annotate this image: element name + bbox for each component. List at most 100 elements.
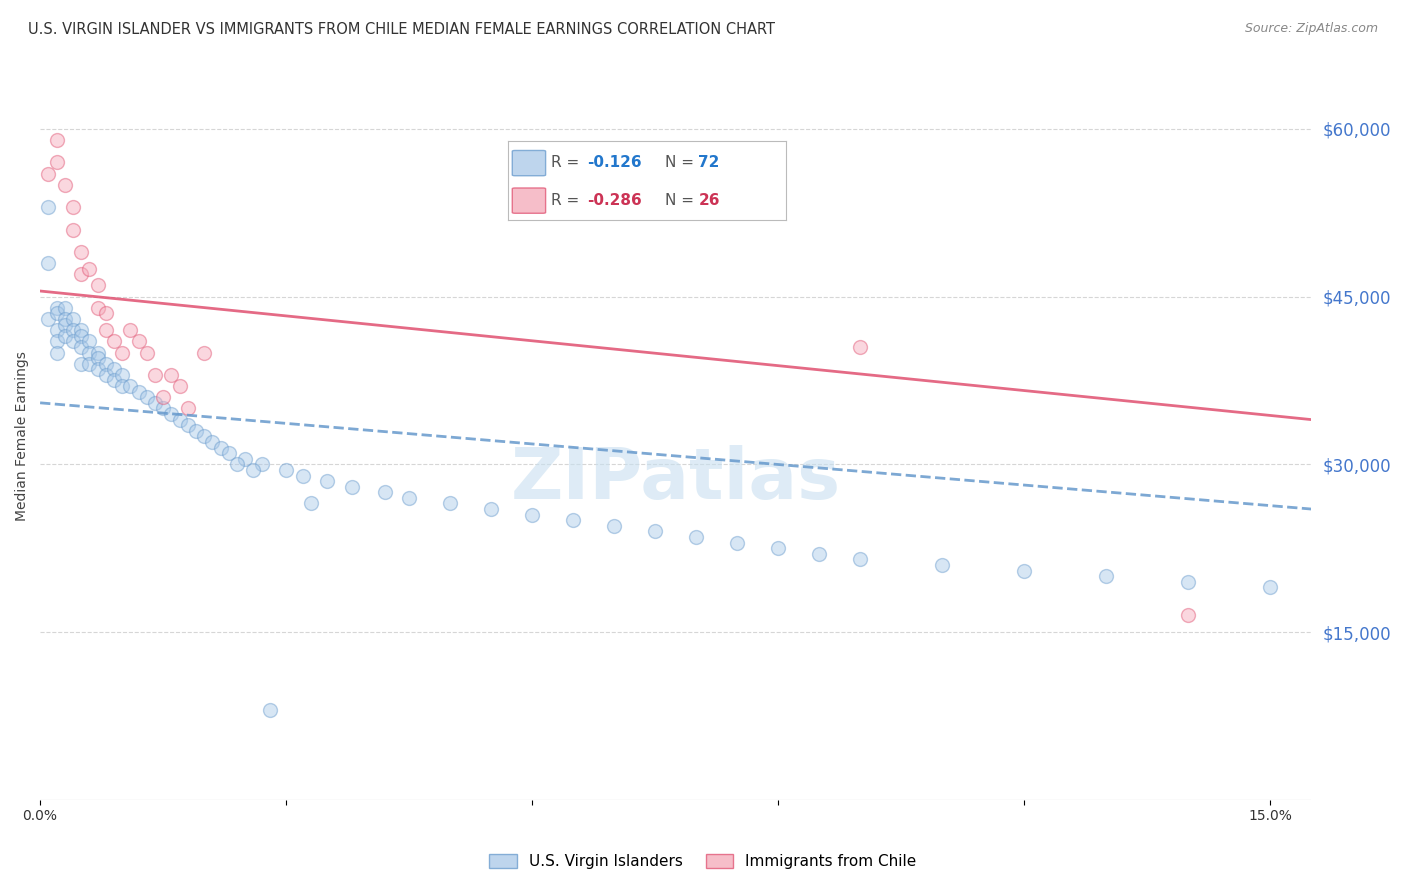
Point xyxy=(86,362,108,376)
Point xyxy=(103,362,125,376)
Point xyxy=(398,491,420,505)
Point xyxy=(120,379,142,393)
Point xyxy=(53,328,76,343)
Point xyxy=(250,458,273,472)
Point xyxy=(62,323,84,337)
Point xyxy=(685,530,707,544)
Point xyxy=(849,552,872,566)
Point xyxy=(79,261,101,276)
Point xyxy=(184,424,207,438)
Point xyxy=(1095,569,1118,583)
Point xyxy=(53,178,76,192)
Point xyxy=(242,463,264,477)
Point xyxy=(316,474,339,488)
Text: R =: R = xyxy=(551,155,579,170)
Point xyxy=(143,396,166,410)
Point xyxy=(62,334,84,349)
Point xyxy=(53,318,76,332)
Point xyxy=(177,401,200,416)
Point xyxy=(160,368,183,382)
Point xyxy=(53,312,76,326)
Point xyxy=(111,368,134,382)
Point xyxy=(37,312,59,326)
Point xyxy=(725,535,748,549)
Point xyxy=(70,328,93,343)
Point xyxy=(79,334,101,349)
Point xyxy=(479,502,502,516)
Point xyxy=(111,345,134,359)
Text: Source: ZipAtlas.com: Source: ZipAtlas.com xyxy=(1244,22,1378,36)
Point xyxy=(169,412,191,426)
Point xyxy=(152,401,174,416)
Point xyxy=(62,312,84,326)
Point xyxy=(79,357,101,371)
Point xyxy=(86,351,108,365)
Point xyxy=(94,306,117,320)
Y-axis label: Median Female Earnings: Median Female Earnings xyxy=(15,351,30,521)
FancyBboxPatch shape xyxy=(512,188,546,213)
Point xyxy=(86,345,108,359)
Point xyxy=(62,200,84,214)
Point xyxy=(226,458,249,472)
Point xyxy=(1012,564,1035,578)
Point xyxy=(37,256,59,270)
Point xyxy=(169,379,191,393)
Point xyxy=(111,379,134,393)
Point xyxy=(193,345,215,359)
Point xyxy=(849,340,872,354)
Point xyxy=(128,334,150,349)
Point xyxy=(45,301,67,315)
Point xyxy=(808,547,831,561)
Point xyxy=(562,513,585,527)
Point xyxy=(70,323,93,337)
Point xyxy=(135,345,157,359)
Point xyxy=(1177,574,1199,589)
Point xyxy=(374,485,396,500)
Point xyxy=(53,301,76,315)
Point xyxy=(644,524,666,539)
Text: -0.126: -0.126 xyxy=(588,155,643,170)
Point xyxy=(45,345,67,359)
Point xyxy=(37,167,59,181)
Legend: U.S. Virgin Islanders, Immigrants from Chile: U.S. Virgin Islanders, Immigrants from C… xyxy=(484,848,922,875)
Point xyxy=(45,306,67,320)
Point xyxy=(70,340,93,354)
Point xyxy=(62,222,84,236)
Point xyxy=(135,390,157,404)
Point xyxy=(70,244,93,259)
Point xyxy=(45,323,67,337)
Text: 26: 26 xyxy=(699,193,720,208)
Point xyxy=(766,541,789,556)
Point xyxy=(439,496,461,510)
Point xyxy=(103,374,125,388)
Point xyxy=(37,200,59,214)
Point xyxy=(94,357,117,371)
Point xyxy=(143,368,166,382)
Text: N =: N = xyxy=(665,155,695,170)
Point xyxy=(291,468,314,483)
Point xyxy=(86,278,108,293)
Point xyxy=(45,133,67,147)
Point xyxy=(233,451,256,466)
Point xyxy=(120,323,142,337)
Point xyxy=(45,155,67,169)
Point xyxy=(1258,580,1281,594)
Text: N =: N = xyxy=(665,193,695,208)
Point xyxy=(152,390,174,404)
Point xyxy=(45,334,67,349)
Text: U.S. VIRGIN ISLANDER VS IMMIGRANTS FROM CHILE MEDIAN FEMALE EARNINGS CORRELATION: U.S. VIRGIN ISLANDER VS IMMIGRANTS FROM … xyxy=(28,22,775,37)
Point xyxy=(931,558,953,572)
Point xyxy=(177,418,200,433)
Point xyxy=(70,357,93,371)
Point xyxy=(603,518,626,533)
Text: -0.286: -0.286 xyxy=(588,193,643,208)
Point xyxy=(94,323,117,337)
Text: 72: 72 xyxy=(699,155,720,170)
Text: ZIPatlas: ZIPatlas xyxy=(510,445,841,515)
Point xyxy=(193,429,215,443)
Point xyxy=(340,480,363,494)
Text: R =: R = xyxy=(551,193,579,208)
Point xyxy=(218,446,240,460)
Point xyxy=(299,496,322,510)
Point xyxy=(86,301,108,315)
